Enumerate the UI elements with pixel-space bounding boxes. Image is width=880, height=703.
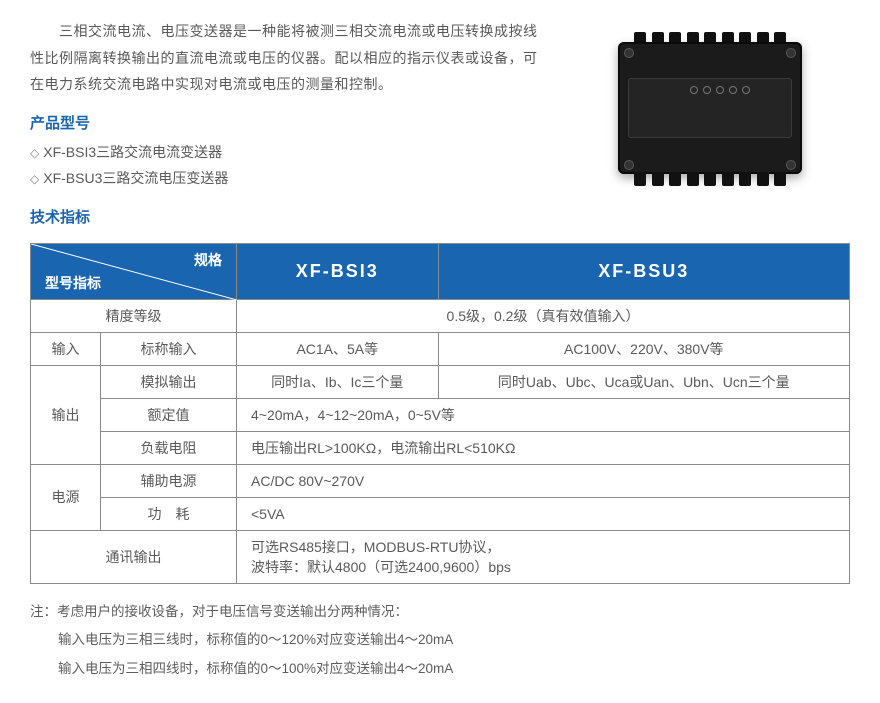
- note-line: 输入电压为三相四线时，标称值的0～100%对应变送输出4～20mA: [30, 655, 850, 683]
- cell: AC1A、5A等: [237, 332, 439, 365]
- cell: AC/DC 80V~270V: [237, 464, 850, 497]
- row-label: 负载电阻: [101, 431, 237, 464]
- row-label: 通讯输出: [31, 530, 237, 583]
- spec-table: 规格 型号指标 XF-BSI3 XF-BSU3 精度等级 0.5级，0.2级（真…: [30, 243, 850, 584]
- cell: 0.5级，0.2级（真有效值输入）: [237, 299, 850, 332]
- row-label: 模拟输出: [101, 365, 237, 398]
- col-header-2: XF-BSU3: [438, 243, 849, 299]
- notes-lead: 注：考虑用户的接收设备，对于电压信号变送输出分两种情况：: [30, 598, 850, 626]
- table-header-diag: 规格 型号指标: [31, 243, 237, 299]
- row-label: 辅助电源: [101, 464, 237, 497]
- group-label: 电源: [31, 464, 101, 530]
- spec-section-title: 技术指标: [30, 206, 550, 227]
- note-line: 输入电压为三相三线时，标称值的0～120%对应变送输出4～20mA: [30, 626, 850, 654]
- product-image: [570, 18, 850, 233]
- row-label: 标称输入: [101, 332, 237, 365]
- model-section-title: 产品型号: [30, 112, 550, 133]
- cell: 可选RS485接口，MODBUS-RTU协议， 波特率：默认4800（可选240…: [237, 530, 850, 583]
- group-label: 输入: [31, 332, 101, 365]
- model-item: XF-BSU3三路交流电压变送器: [43, 170, 228, 186]
- intro-text: 三相交流电流、电压变送器是一种能将被测三相交流电流或电压转换成按线性比例隔离转换…: [30, 18, 550, 98]
- row-label: 额定值: [101, 398, 237, 431]
- diamond-icon: ◇: [30, 142, 39, 165]
- diag-top-label: 规格: [194, 250, 222, 270]
- row-label: 功 耗: [101, 497, 237, 530]
- group-label: 输出: [31, 365, 101, 464]
- cell: AC100V、220V、380V等: [438, 332, 849, 365]
- model-list: ◇XF-BSI3三路交流电流变送器 ◇XF-BSU3三路交流电压变送器: [30, 139, 550, 192]
- diamond-icon: ◇: [30, 168, 39, 191]
- cell: 同时Ia、Ib、Ic三个量: [237, 365, 439, 398]
- diag-bottom-label: 型号指标: [45, 273, 101, 293]
- cell: 同时Uab、Ubc、Uca或Uan、Ubn、Ucn三个量: [438, 365, 849, 398]
- cell: 电压输出RL>100KΩ，电流输出RL<510KΩ: [237, 431, 850, 464]
- cell: 4~20mA，4~12~20mA，0~5V等: [237, 398, 850, 431]
- col-header-1: XF-BSI3: [237, 243, 439, 299]
- notes-section: 注：考虑用户的接收设备，对于电压信号变送输出分两种情况： 输入电压为三相三线时，…: [30, 598, 850, 683]
- row-label: 精度等级: [31, 299, 237, 332]
- cell: <5VA: [237, 497, 850, 530]
- model-item: XF-BSI3三路交流电流变送器: [43, 144, 222, 160]
